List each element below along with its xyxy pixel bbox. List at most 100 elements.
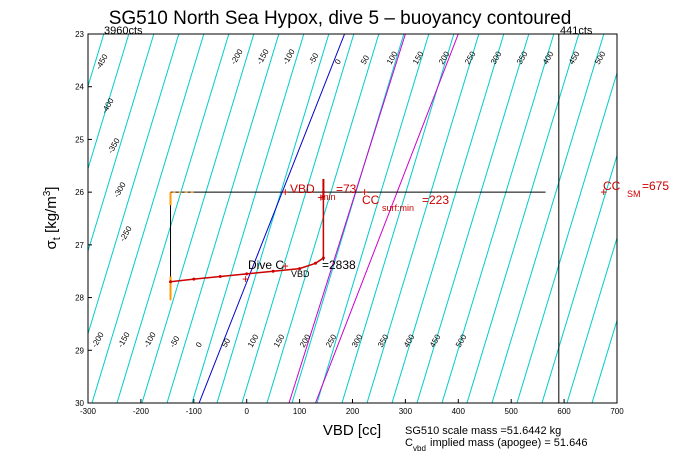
svg-text:CC: CC — [362, 193, 380, 207]
contour-label: -300 — [112, 180, 128, 199]
contour-label: 200 — [437, 49, 452, 66]
contour-label: 0 — [333, 57, 343, 66]
series-point — [169, 280, 173, 284]
contour-label: 100 — [246, 332, 261, 349]
plus-marker: + — [282, 259, 289, 273]
contour-label: 350 — [376, 332, 391, 349]
x-tick-label: -200 — [133, 407, 150, 416]
svg-text:=223: =223 — [422, 193, 449, 207]
y-tick-label: 27 — [75, 241, 84, 250]
contour-label: 250 — [324, 332, 339, 349]
contour-label: -200 — [90, 330, 106, 349]
svg-text:=2838: =2838 — [322, 258, 356, 272]
contour-line — [416, 34, 530, 403]
svg-text:SM: SM — [627, 189, 641, 199]
contour-line — [667, 34, 681, 403]
plot-frame — [87, 33, 618, 404]
contour-label: 500 — [454, 332, 469, 349]
contour-label: 450 — [567, 49, 582, 66]
svg-text:=675: =675 — [642, 179, 669, 193]
contour-line — [441, 34, 555, 403]
contour-line — [366, 34, 480, 403]
contour-line — [541, 153, 617, 403]
y-tick-label: 26 — [75, 188, 84, 197]
contour-line — [341, 34, 455, 403]
x-tick-label: 0 — [244, 407, 249, 416]
contour-label: -150 — [255, 47, 271, 66]
corner-label-right: 441cts — [560, 25, 593, 37]
contour-line — [391, 34, 505, 403]
svg-text:SG510 scale mass =51.6442 kg: SG510 scale mass =51.6442 kg — [405, 425, 561, 437]
contour-label: 0 — [194, 340, 204, 349]
y-axis-label: σt [kg/m3] — [42, 187, 63, 250]
svg-text:VBD: VBD — [290, 182, 315, 196]
contour-line — [616, 401, 617, 403]
contour-line — [191, 34, 305, 403]
svg-text:Dive C: Dive C — [248, 258, 284, 272]
contour-line — [88, 34, 180, 336]
svg-text:CC: CC — [603, 179, 621, 193]
plus-marker: + — [282, 185, 289, 199]
reference-line — [288, 34, 406, 403]
contour-label: 350 — [515, 49, 530, 66]
y-axis: 23 24 25 26 27 28 29 30 — [75, 30, 92, 408]
series-point — [192, 277, 196, 281]
reference-line — [315, 34, 459, 403]
contour-line — [88, 34, 130, 171]
y-tick-label: 25 — [75, 135, 84, 144]
contour-line — [91, 34, 205, 403]
contour-line — [241, 34, 355, 403]
contour-line — [316, 34, 430, 403]
cc-sm-annotation: CC SM =675 — [603, 179, 669, 199]
svg-text:VBD: VBD — [291, 269, 310, 279]
svg-text:C: C — [405, 437, 413, 449]
x-tick-label: -100 — [186, 407, 203, 416]
x-tick-label: 700 — [610, 407, 624, 416]
svg-text:vbd: vbd — [413, 444, 426, 453]
x-tick-label: 600 — [557, 407, 571, 416]
contour-line — [0, 34, 29, 403]
contour-label: 250 — [463, 49, 478, 66]
contour-label: 500 — [593, 49, 608, 66]
plus-marker: + — [600, 185, 607, 199]
dive-annotation: Dive C VBD =2838 — [248, 258, 356, 279]
x-tick-label: 500 — [505, 407, 519, 416]
contour-label: -50 — [168, 334, 182, 349]
contour-label: -200 — [229, 47, 245, 66]
contour-label: 100 — [385, 49, 400, 66]
x-tick-label: 100 — [293, 407, 307, 416]
chart-title: SG510 North Sea Hypox, dive 5 – buoyancy… — [109, 8, 572, 29]
svg-text:=73: =73 — [336, 182, 357, 196]
cc-surf-annotation: CC surf:min =223 — [362, 193, 449, 213]
contour-line — [291, 34, 405, 403]
contour-labels: -450-400-350-300-250-200 -150 -100 -50 0 50 10… — [90, 47, 608, 349]
contour-line — [116, 34, 230, 403]
svg-text:surf:min: surf:min — [382, 203, 414, 213]
contour-line — [88, 34, 155, 253]
plot-area — [0, 34, 681, 403]
series-point — [245, 272, 249, 276]
contour-label: 400 — [402, 332, 417, 349]
x-tick-label: 200 — [346, 407, 360, 416]
contour-line — [642, 34, 681, 403]
contour-label: 300 — [489, 49, 504, 66]
contour-label: 450 — [428, 332, 443, 349]
contour-line — [566, 236, 617, 403]
x-axis-label: VBD [cc] — [323, 422, 381, 439]
y-tick-label: 30 — [75, 399, 84, 408]
x-tick-label: -300 — [80, 407, 97, 416]
contour-label: -450 — [94, 52, 110, 71]
series-point — [298, 267, 302, 271]
contour-label: 50 — [220, 336, 233, 349]
y-tick-label: 29 — [75, 346, 84, 355]
contour-line — [141, 34, 255, 403]
contour-label: -50 — [307, 51, 321, 66]
contour-line — [0, 34, 79, 403]
y-tick-label: 23 — [75, 30, 84, 39]
plus-marker: + — [317, 190, 324, 204]
contour-label: 400 — [541, 49, 556, 66]
x-tick-label: 300 — [399, 407, 413, 416]
svg-text:implied mass (apogee) = 51.646: implied mass (apogee) = 51.646 — [430, 437, 587, 449]
plus-marker: + — [361, 185, 368, 199]
footer: SG510 scale mass =51.6442 kg C vbd impli… — [405, 425, 587, 453]
